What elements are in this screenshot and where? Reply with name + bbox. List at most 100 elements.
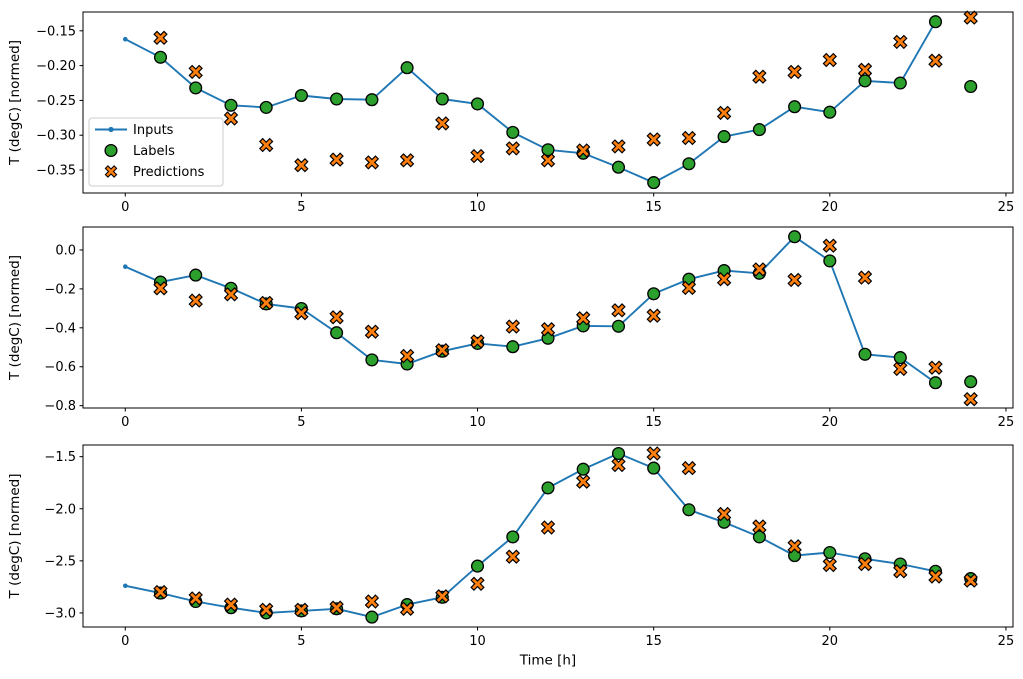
predictions-marker [928,53,943,68]
predictions-marker [364,155,380,170]
predictions-marker [294,305,309,321]
predictions-marker [470,148,485,164]
predictions-marker [787,64,802,80]
predictions-marker [258,295,274,311]
predictions-marker [153,281,168,296]
predictions-marker [752,69,767,84]
predictions-marker [188,293,203,308]
y-tick-label: −0.8 [44,399,76,414]
y-tick-label: −0.4 [44,321,76,336]
labels-marker [964,375,978,389]
predictions-marker [223,287,239,302]
y-tick-label: −1.5 [44,450,76,465]
predictions-marker [611,139,626,154]
labels-marker [506,125,520,139]
labels-marker [330,92,344,106]
predictions-marker [716,105,732,121]
x-tick-label: 5 [297,634,305,649]
predictions-marker [822,238,838,253]
labels-marker [576,462,590,476]
legend-dot-icon [108,126,114,133]
labels-marker [365,93,379,107]
predictions-marker [188,64,203,80]
labels-marker [682,157,696,171]
legend-item-label: Labels [133,144,175,159]
predictions-marker [646,446,661,461]
y-axis-label: T (degC) [normed] [7,474,23,600]
predictions-marker [822,52,838,68]
y-tick-label: −3.0 [44,606,76,621]
labels-marker [893,351,907,365]
x-tick-label: 10 [469,634,486,649]
predictions-marker [752,519,767,534]
x-tick-label: 5 [297,200,305,215]
predictions-marker [893,564,908,579]
predictions-marker [822,557,838,573]
labels-marker [294,88,308,103]
labels-marker [541,481,555,495]
predictions-marker [399,153,415,168]
x-tick-label: 25 [998,415,1015,430]
predictions-marker [575,474,591,489]
labels-marker [752,530,766,544]
legend-item-label: Inputs [133,123,174,138]
labels-marker [858,347,872,361]
predictions-marker [716,506,732,522]
predictions-marker [611,457,626,473]
labels-marker [153,50,168,64]
y-tick-label: −0.25 [36,94,76,109]
inputs-point-marker [123,583,128,589]
predictions-marker [893,361,908,377]
predictions-marker [540,520,556,535]
labels-marker [682,503,696,517]
predictions-marker [505,319,521,334]
predictions-marker [329,600,344,615]
legend-x-icon [104,165,118,178]
predictions-marker [928,360,943,375]
predictions-marker [963,573,978,588]
predictions-marker [540,153,556,168]
predictions-marker [857,62,873,78]
predictions-marker [681,130,697,146]
predictions-marker [681,460,697,476]
y-tick-label: −2.0 [44,502,76,517]
predictions-marker [188,591,203,606]
x-tick-label: 10 [469,200,486,215]
labels-marker [506,530,520,544]
predictions-marker [787,539,802,554]
labels-marker [788,100,802,114]
y-tick-label: −0.30 [36,129,76,144]
labels-marker [717,130,731,144]
y-tick-label: −0.15 [36,24,76,39]
x-tick-label: 15 [645,634,662,649]
legend-item-inputs: Inputs [95,123,174,138]
predictions-marker [787,272,802,288]
x-tick-label: 20 [822,634,839,649]
x-tick-label: 15 [645,415,662,430]
labels-marker [365,353,379,367]
labels-marker [893,76,907,90]
legend-box [88,117,224,187]
plot-area [82,444,1014,628]
predictions-marker [223,111,239,126]
predictions-marker [329,310,344,325]
predictions-marker [435,342,450,358]
x-tick-label: 5 [297,415,305,430]
x-tick-label: 20 [822,415,839,430]
labels-marker [788,230,802,244]
predictions-marker [223,597,239,612]
labels-marker [611,160,626,174]
x-tick-label: 0 [121,415,129,430]
labels-marker [470,97,485,111]
predictions-marker [928,569,943,584]
plot-area [82,226,1014,409]
subplot-2: 0 5 10 15 20 25 0.0 −0.2 −0.4 −0.6 −0.8 T (degC) [n… [7,226,1015,430]
labels-marker [752,123,766,137]
x-tick-label: 25 [998,634,1015,649]
labels-marker [330,326,344,340]
predictions-marker [470,334,485,349]
labels-marker [964,79,978,94]
labels-marker [189,268,203,282]
predictions-marker [963,391,978,407]
